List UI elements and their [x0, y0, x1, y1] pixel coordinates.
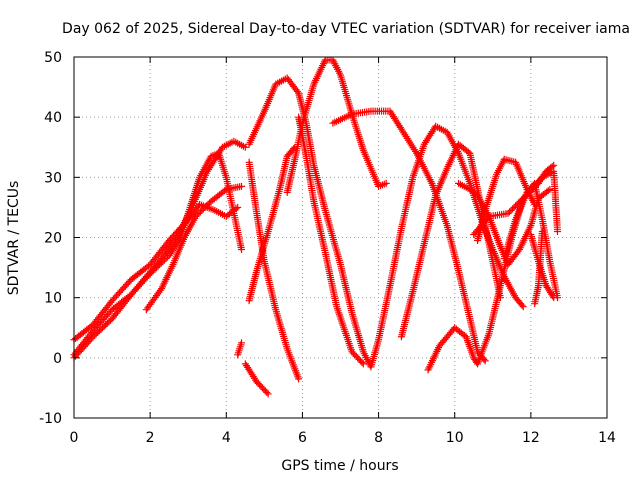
data-point [148, 268, 156, 276]
data-point [550, 161, 558, 169]
y-tick-label: 50 [44, 50, 62, 66]
data-point [198, 206, 206, 214]
data-point [102, 321, 110, 329]
data-point [91, 331, 99, 339]
data-point [506, 208, 514, 216]
y-tick-label: 0 [53, 351, 62, 367]
data-point [146, 270, 154, 278]
data-point [151, 265, 159, 273]
series-arc7 [245, 158, 303, 383]
data-point [152, 264, 160, 272]
data-point [100, 322, 108, 330]
data-point [88, 334, 96, 342]
data-point [154, 262, 162, 270]
x-tick-label: 4 [222, 430, 231, 446]
data-point [263, 388, 271, 396]
data-point [518, 301, 526, 309]
series-arc11 [295, 113, 367, 368]
series-arc18 [500, 179, 562, 302]
data-point [241, 143, 249, 151]
data-point [514, 247, 522, 255]
data-point [145, 271, 153, 279]
data-point [145, 262, 153, 270]
data-point [549, 292, 557, 300]
data-point [97, 325, 105, 333]
data-point [92, 330, 100, 338]
data-point [106, 316, 114, 324]
data-point [204, 200, 212, 208]
x-tick-label: 10 [446, 430, 464, 446]
series-arc6 [245, 74, 527, 371]
data-point [159, 258, 167, 266]
data-point [504, 209, 512, 217]
data-point [87, 322, 95, 330]
data-point [94, 328, 102, 336]
data-point [202, 202, 210, 210]
data-point [531, 300, 539, 308]
data-point [519, 303, 527, 311]
y-axis-label: SDTVAR / TECUs [6, 181, 22, 296]
data-point [554, 227, 562, 235]
data-point [293, 87, 301, 95]
data-point [481, 357, 489, 365]
x-tick-label: 14 [598, 430, 616, 446]
data-point [99, 324, 107, 332]
series-arc20 [527, 167, 562, 235]
data-point [221, 187, 229, 195]
data-point [89, 333, 97, 341]
series-arc3 [70, 149, 246, 362]
data-point [544, 187, 552, 195]
x-tick-label: 6 [298, 430, 307, 446]
x-tick-label: 8 [374, 430, 383, 446]
y-tick-label: -10 [39, 411, 62, 427]
data-point [160, 256, 168, 264]
data-point [162, 255, 170, 263]
data-point [382, 179, 390, 187]
x-tick-label: 2 [146, 430, 155, 446]
data-point [193, 211, 201, 219]
data-point [105, 318, 113, 326]
series-arc8 [245, 143, 299, 305]
data-point [238, 246, 246, 254]
data-point [358, 358, 366, 366]
y-tick-label: 40 [44, 110, 62, 126]
data-point [359, 360, 367, 368]
y-tick-label: 10 [44, 291, 62, 307]
data-point [264, 390, 272, 398]
data-point [103, 319, 111, 327]
y-tick-label: 20 [44, 231, 62, 247]
data-point [195, 209, 203, 217]
data-point [238, 182, 246, 190]
data-point [196, 208, 204, 216]
series-arc21 [531, 227, 546, 308]
data-point [201, 203, 209, 211]
data-layer [70, 56, 562, 398]
data-point [192, 212, 200, 220]
x-tick-label: 12 [522, 430, 540, 446]
axis-ticks: 0 2 4 6 8 10 12 14 -10 0 10 20 30 40 50 [39, 50, 616, 446]
series-arc5 [234, 339, 246, 359]
chart-title: Day 062 of 2025, Sidereal Day-to-day VTE… [62, 21, 630, 37]
data-point [510, 203, 518, 211]
series-arc9 [241, 360, 272, 398]
series-arc1 [70, 200, 242, 344]
data-point [156, 261, 164, 269]
series-arc12 [329, 107, 489, 365]
data-point [550, 294, 558, 302]
data-point [149, 267, 157, 275]
data-point [238, 339, 246, 347]
y-tick-label: 30 [44, 170, 62, 186]
data-point [546, 185, 554, 193]
data-point [157, 259, 165, 267]
data-point [95, 327, 103, 335]
x-tick-label: 0 [70, 430, 79, 446]
x-axis-label: GPS time / hours [281, 458, 398, 474]
data-point [509, 205, 517, 213]
series-arc4 [142, 182, 246, 314]
data-point [295, 375, 303, 383]
data-point [507, 206, 515, 214]
data-point [199, 205, 207, 213]
series-arc17 [474, 155, 539, 245]
